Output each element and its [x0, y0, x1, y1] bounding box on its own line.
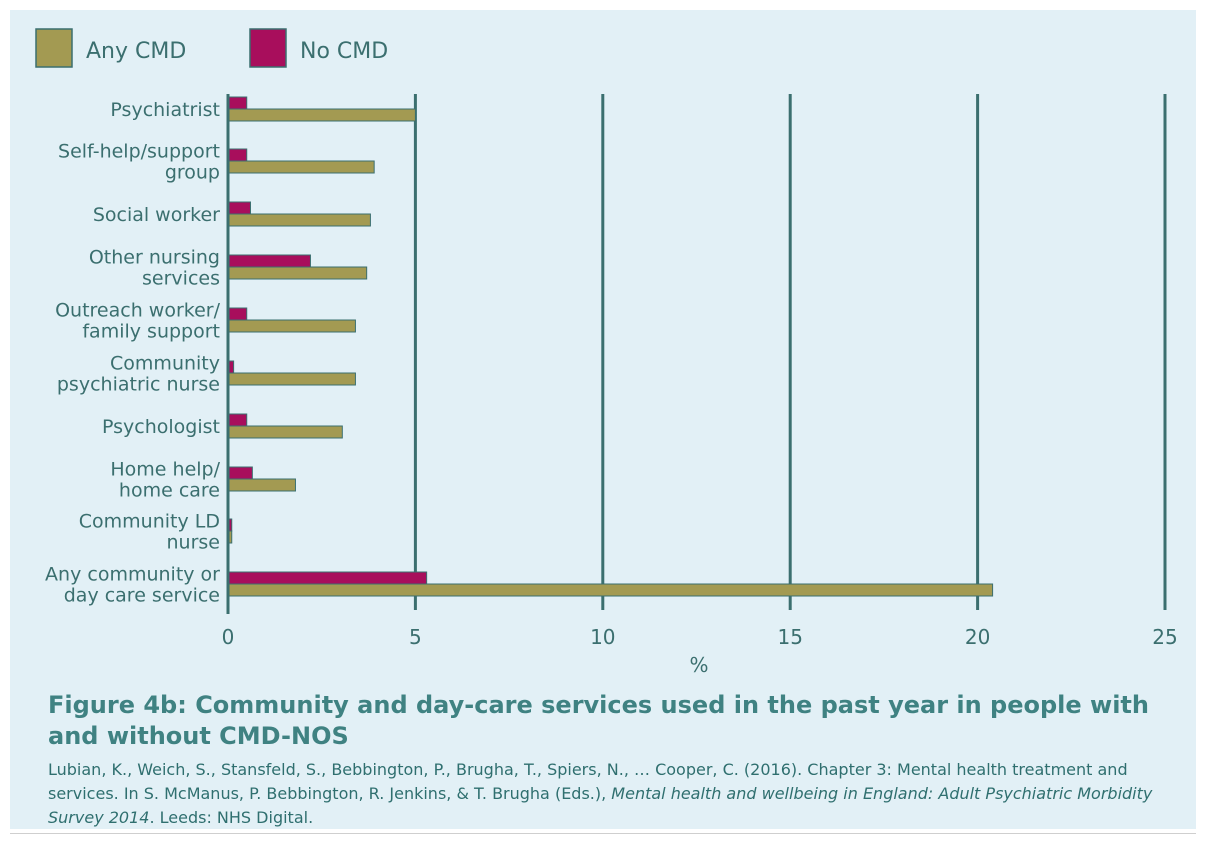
legend-swatch-no-cmd [249, 28, 287, 68]
category-label-9-line-0: Any community or [45, 564, 220, 586]
bar-chart: Any CMD No CMD Psychiatrist Self-help/supp… [35, 28, 1178, 677]
legend-label-no-cmd: No CMD [300, 39, 388, 64]
bar-any-cmd-5 [227, 372, 356, 386]
bar-no-cmd-7 [227, 466, 253, 480]
category-label-4-line-1: family support [82, 321, 220, 343]
category-label-3-line-1: services [142, 268, 220, 290]
category-label-4-line-0: Outreach worker/ [55, 300, 221, 322]
bar-no-cmd-9 [227, 571, 428, 585]
legend-label-any-cmd: Any CMD [86, 39, 186, 64]
category-label-8-line-0: Community LD [79, 511, 220, 533]
bar-any-cmd-9 [227, 583, 994, 597]
x-tick-labels: 0 5 10 15 20 25 [222, 625, 1178, 649]
category-label-0: Psychiatrist [110, 99, 220, 121]
bar-no-cmd-1 [227, 148, 248, 162]
bar-any-cmd-2 [227, 213, 371, 227]
source-text: Lubian, K., Weich, S., Stansfeld, S., Be… [48, 760, 1128, 803]
category-label-9-line-1: day care service [64, 585, 220, 607]
bar-any-cmd-3 [227, 266, 368, 280]
x-tick-15: 15 [777, 625, 802, 649]
gridlines [413, 94, 1167, 610]
bottom-rule [10, 833, 1196, 834]
category-label-6: Psychologist [102, 416, 220, 438]
category-label-7-line-0: Home help/ [110, 459, 220, 481]
bar-any-cmd-4 [227, 319, 356, 333]
source-publisher: . Leeds: NHS Digital. [149, 808, 314, 827]
legend: Any CMD No CMD [35, 28, 388, 68]
x-axis-label: % [689, 653, 708, 677]
bars [227, 96, 994, 597]
figure-source: Lubian, K., Weich, S., Stansfeld, S., Be… [48, 758, 1158, 830]
category-label-5-line-0: Community [110, 353, 220, 375]
category-label-1-line-0: Self-help/support [58, 141, 220, 163]
source-book-title: Mental health and wellbeing in England: … [48, 784, 1153, 827]
category-label-8-line-1: nurse [167, 532, 220, 554]
bar-no-cmd-4 [227, 307, 248, 321]
figure-caption: Figure 4b: Community and day-care servic… [10, 682, 1196, 829]
bar-any-cmd-6 [227, 425, 343, 439]
x-tick-0: 0 [222, 625, 235, 649]
x-tick-10: 10 [590, 625, 615, 649]
x-tick-20: 20 [965, 625, 990, 649]
category-label-2: Social worker [93, 204, 220, 226]
bar-any-cmd-1 [227, 160, 375, 174]
category-label-7-line-1: home care [119, 480, 220, 502]
figure-title: Figure 4b: Community and day-care servic… [48, 691, 1149, 750]
bar-no-cmd-2 [227, 201, 251, 215]
x-tick-5: 5 [409, 625, 422, 649]
category-label-1-line-1: group [165, 162, 220, 184]
chart-panel: Any CMD No CMD Psychiatrist Self-help/supp… [10, 10, 1196, 682]
bar-any-cmd-7 [227, 478, 296, 492]
x-tick-25: 25 [1152, 625, 1177, 649]
category-label-3-line-0: Other nursing [89, 247, 220, 269]
bar-no-cmd-6 [227, 413, 248, 427]
legend-swatch-any-cmd [35, 28, 73, 68]
bar-any-cmd-0 [227, 108, 416, 122]
category-label-5-line-1: psychiatric nurse [57, 374, 220, 396]
bar-no-cmd-0 [227, 96, 248, 110]
bar-no-cmd-3 [227, 254, 311, 268]
